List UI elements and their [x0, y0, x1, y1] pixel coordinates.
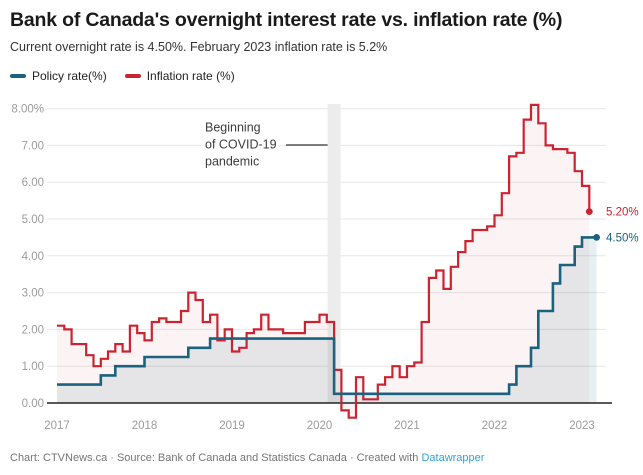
datawrapper-link[interactable]: Datawrapper	[421, 452, 485, 464]
footer: Chart: CTVNews.ca · Source: Bank of Cana…	[10, 452, 484, 464]
x-axis-tick-label: 2022	[482, 420, 508, 432]
x-axis-tick-label: 2017	[44, 420, 70, 432]
covid-band	[327, 104, 341, 403]
x-axis-tick-label: 2018	[132, 420, 158, 432]
legend-label-policy-rate: Policy rate(%)	[32, 69, 107, 83]
policy-rate-line	[57, 236, 597, 396]
y-axis-tick-label: 7.00	[22, 140, 44, 152]
y-axis-tick-label: 6.00	[22, 177, 44, 189]
inflation-rate-line	[57, 103, 591, 419]
inflation-endpoint-dot	[585, 208, 593, 215]
y-axis-tick-label: 3.00	[22, 288, 44, 300]
annotation-text: pandemic	[205, 155, 259, 169]
y-axis-tick-label: 4.00	[22, 251, 44, 263]
footer-text: Chart: CTVNews.ca · Source: Bank of Cana…	[10, 452, 422, 464]
inflation-rate-swatch	[124, 74, 141, 78]
x-axis-tick-label: 2021	[394, 420, 420, 432]
x-axis-tick-label: 2019	[219, 420, 245, 432]
legend-item-inflation-rate: Inflation rate (%)	[124, 69, 235, 83]
x-axis-tick-label: 2020	[307, 420, 333, 432]
y-axis-tick-label: 8.00%	[11, 104, 44, 116]
x-axis-tick-label: 2023	[569, 420, 595, 432]
legend: Policy rate(%) Inflation rate (%)	[10, 69, 235, 83]
line-chart: Beginning of COVID-19 pandemic 5.20% 4.50% 0.…	[11, 103, 639, 432]
y-axis-tick-label: 0.00	[22, 398, 44, 410]
chart-title: Bank of Canada's overnight interest rate…	[10, 9, 563, 31]
y-axis-tick-label: 1.00	[22, 361, 44, 373]
annotation-text: Beginning	[205, 121, 261, 135]
y-axis-tick-label: 5.00	[22, 214, 44, 226]
policy-endpoint-dot	[593, 234, 600, 241]
inflation-rate-area	[57, 104, 590, 418]
y-axis-tick-label: 2.00	[22, 324, 44, 336]
legend-item-policy-rate: Policy rate(%)	[10, 69, 107, 83]
legend-label-inflation-rate: Inflation rate (%)	[146, 69, 235, 83]
policy-end-label: 4.50%	[606, 232, 639, 244]
annotation-text: of COVID-19	[205, 138, 277, 152]
policy-rate-swatch	[10, 74, 26, 78]
chart-subtitle: Current overnight rate is 4.50%. Februar…	[10, 40, 388, 54]
policy-rate-area	[57, 237, 597, 403]
inflation-end-label: 5.20%	[606, 207, 639, 219]
